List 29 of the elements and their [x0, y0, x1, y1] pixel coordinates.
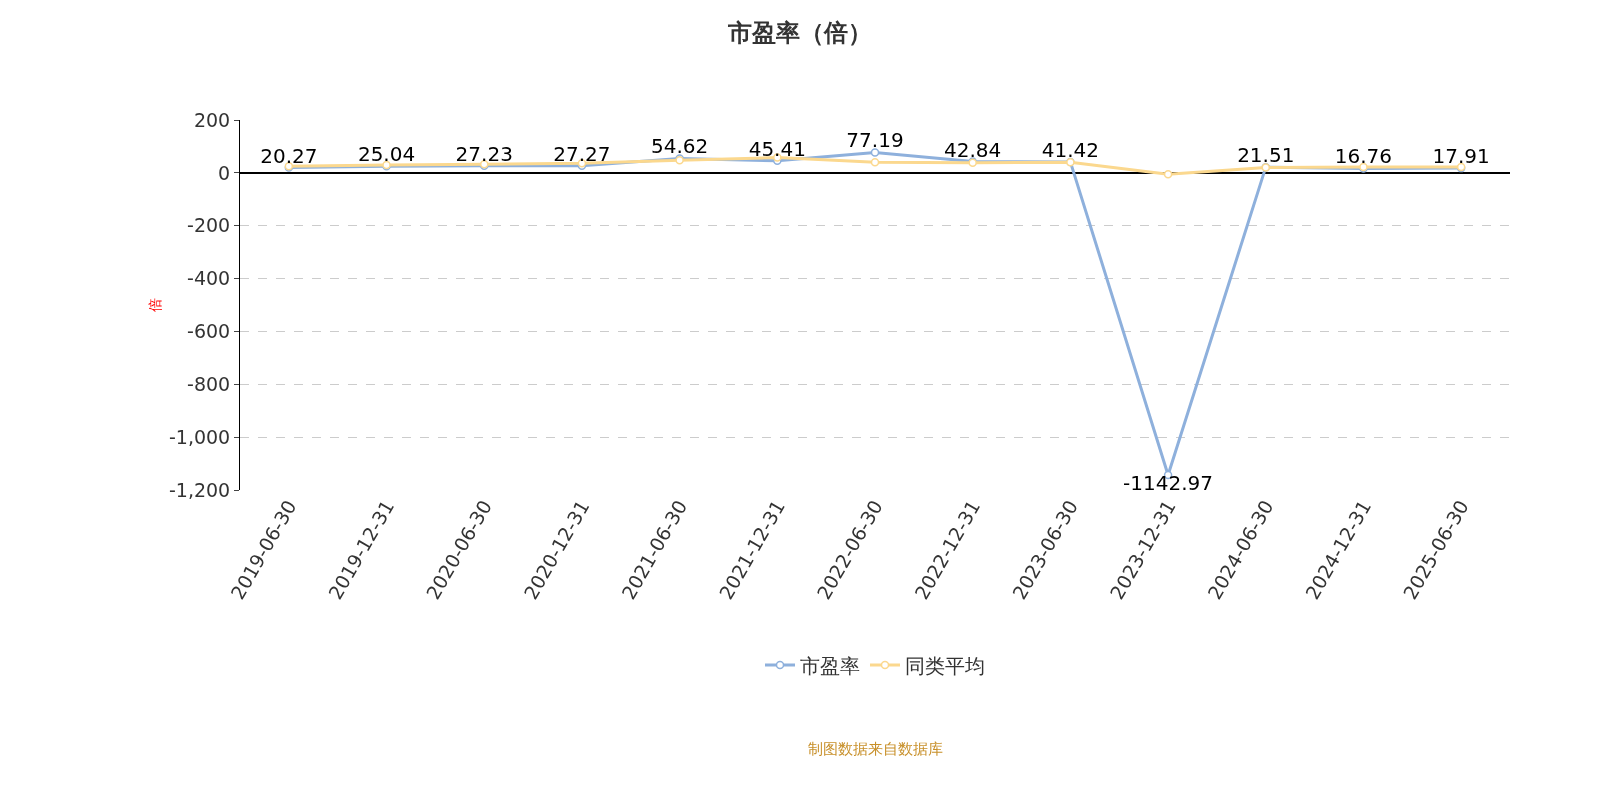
y-tick-label: -600 — [187, 320, 231, 343]
y-axis-title: 倍 — [146, 298, 163, 312]
y-tick-label: 200 — [193, 108, 231, 131]
legend-label: 市盈率 — [800, 653, 860, 678]
text: 制图数据来自数据库 — [808, 740, 943, 758]
y-tick-label: -1,000 — [168, 425, 231, 448]
point — [870, 158, 880, 167]
point — [1163, 169, 1173, 179]
data-label: -1142.97 — [1123, 470, 1214, 495]
data-label: 27.23 — [455, 141, 513, 166]
y-tick-label: -200 — [187, 214, 231, 237]
data-label: 21.51 — [1237, 143, 1295, 168]
data-label: 25.04 — [357, 142, 416, 167]
chart-title: 市盈率（倍） — [727, 18, 872, 47]
data-label: 45.41 — [748, 136, 806, 161]
legend-label: 同类平均 — [905, 653, 985, 678]
data-label: 54.62 — [650, 134, 709, 159]
data-label: 16.76 — [1334, 144, 1393, 169]
y-tick-label: -400 — [187, 267, 231, 290]
data-label: 27.27 — [553, 141, 611, 166]
point — [870, 148, 880, 157]
data-label: 17.91 — [1432, 144, 1490, 169]
data-label: 41.42 — [1041, 137, 1100, 162]
y-tick-label: -1,200 — [168, 478, 231, 501]
y-tick-label: -800 — [187, 372, 231, 395]
data-label: 77.19 — [846, 128, 904, 153]
y-tick-label: 0 — [218, 161, 231, 184]
data-label: 42.84 — [944, 137, 1002, 162]
data-label: 20.27 — [260, 143, 318, 168]
